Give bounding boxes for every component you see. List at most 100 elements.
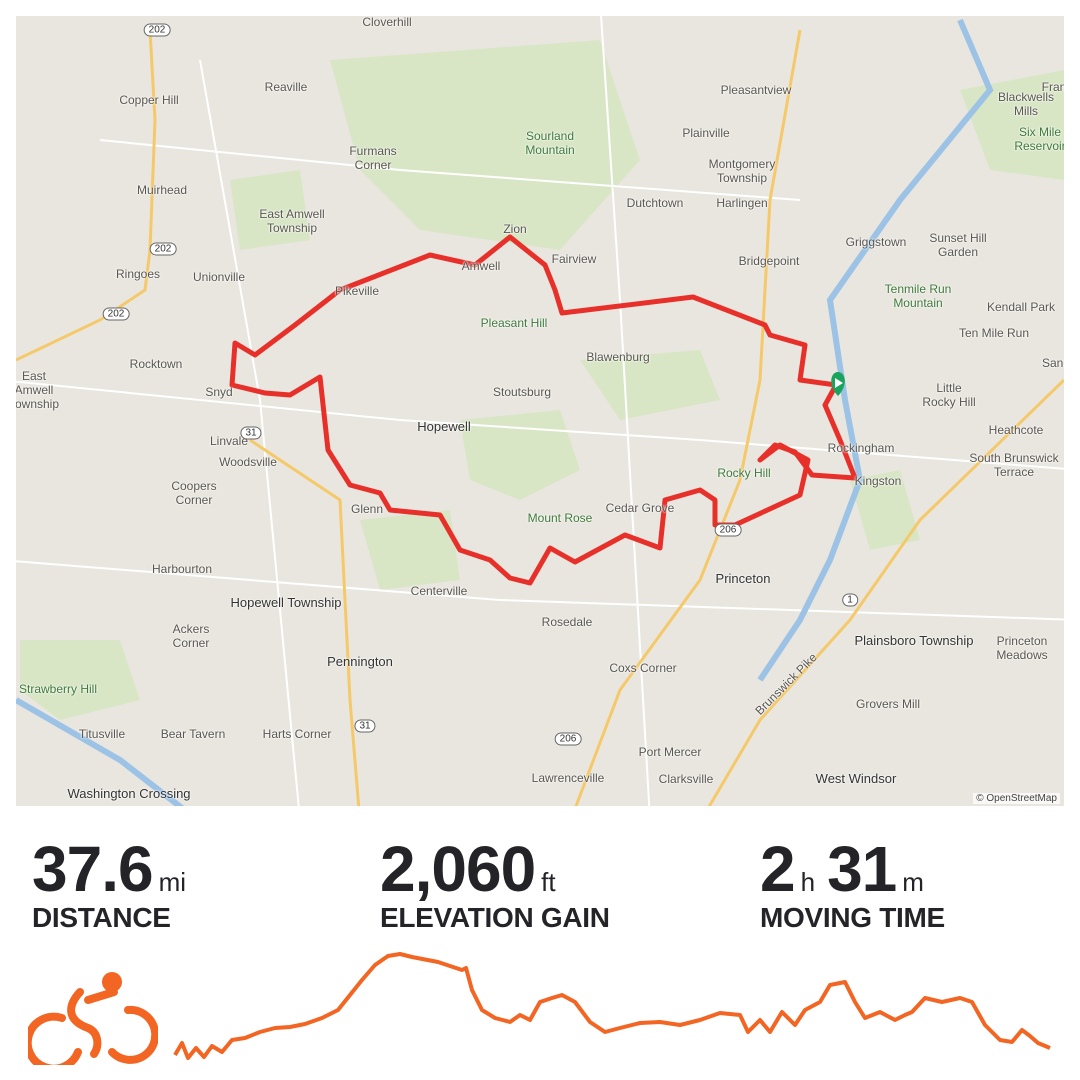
map-label: Tenmile Run Mountain: [884, 282, 952, 310]
map-label: Fairview: [551, 252, 597, 266]
route-shield: 206: [714, 523, 742, 537]
stat-moving-time: 2 h 31 m MOVING TIME: [760, 832, 945, 934]
map-roads: [16, 16, 1064, 806]
route-map[interactable]: Cloverhill Reaville Copper Hill Pleasant…: [16, 16, 1064, 806]
map-label: Heathcote: [988, 423, 1044, 437]
route-shield: 31: [240, 426, 262, 440]
map-highways: [16, 29, 1064, 806]
map-label: Rocktown: [129, 357, 183, 371]
map-label: Sand: [1041, 356, 1064, 370]
map-label: Fran: [1041, 80, 1064, 94]
route-shield: 31: [354, 719, 376, 733]
map-label: Bear Tavern: [160, 727, 226, 741]
start-marker-icon[interactable]: [831, 372, 845, 396]
map-label: Harbourton: [151, 562, 213, 576]
map-label: Harts Corner: [262, 727, 332, 741]
map-label: Blackwells Mills: [997, 90, 1054, 118]
map-label: Pennington: [327, 654, 393, 669]
elevation-profile: [173, 952, 1051, 1060]
map-label: Little Rocky Hill: [922, 381, 976, 409]
stat-distance: 37.6 mi DISTANCE: [32, 832, 198, 934]
distance-value: 37.6: [32, 833, 154, 905]
map-label: Dutchtown: [626, 196, 684, 210]
map-label: Ackers Corner: [172, 622, 210, 650]
map-label: East Amwell Township: [16, 369, 60, 411]
map-attribution[interactable]: © OpenStreetMap: [973, 793, 1060, 804]
distance-label: DISTANCE: [32, 902, 171, 933]
route-shield: 206: [554, 732, 582, 746]
route-shield: 1: [842, 593, 858, 607]
map-label: Ten Mile Run: [958, 326, 1030, 340]
map-label: Furmans Corner: [349, 144, 397, 172]
map-label: Kendall Park: [986, 300, 1056, 314]
route-shield: 202: [102, 307, 130, 321]
map-label: Plainsboro Township: [854, 633, 974, 648]
map-label: Centerville: [410, 584, 468, 598]
map-label: Grovers Mill: [855, 697, 921, 711]
hours-unit: h: [800, 867, 816, 897]
route-shield: 202: [149, 242, 177, 256]
map-label: Titusville: [78, 727, 126, 741]
map-label: Clarksville: [658, 772, 714, 786]
map-label: Ringoes: [115, 267, 161, 281]
map-label: Linvale: [209, 434, 249, 448]
map-label: Mount Rose: [527, 511, 593, 525]
map-label: Reaville: [264, 80, 308, 94]
map-label: Stoutsburg: [492, 385, 552, 399]
map-label: Snyd: [205, 385, 233, 399]
map-label: Coxs Corner: [609, 661, 677, 675]
map-label: Pleasantview: [720, 83, 792, 97]
route-shield: 202: [143, 23, 171, 37]
map-label: Six Mile Reservoir: [1014, 125, 1064, 153]
map-label: South Brunswick Terrace: [969, 451, 1059, 479]
map-label: Rocky Hill: [717, 466, 771, 480]
map-label: Zion: [503, 222, 527, 236]
map-label: Strawberry Hill: [18, 682, 98, 696]
map-label: Amwell: [461, 259, 501, 273]
map-label: Harlingen: [716, 196, 768, 210]
map-label: East Amwell Township: [259, 207, 325, 235]
map-label: Pikeville: [334, 284, 380, 298]
map-label: Muirhead: [136, 183, 188, 197]
map-label: Pleasant Hill: [480, 316, 548, 330]
hours-value: 2: [760, 833, 796, 905]
map-label: Princeton Meadows: [996, 634, 1048, 662]
map-label: Montgomery Township: [708, 157, 776, 185]
minutes-value: 31: [827, 833, 897, 905]
map-label: Rockingham: [827, 441, 895, 455]
map-label: Glenn: [350, 502, 384, 516]
map-label: Cedar Grove: [605, 501, 675, 515]
stat-elevation: 2,060 ft ELEVATION GAIN: [380, 832, 610, 934]
map-label: Hopewell Township: [230, 595, 342, 610]
map-label: Sunset Hill Garden: [929, 231, 987, 259]
map-label: Sourland Mountain: [525, 129, 575, 157]
moving-time-label: MOVING TIME: [760, 902, 945, 933]
map-label: Woodsville: [219, 455, 277, 469]
map-rivers: [16, 18, 994, 806]
map-label: Coopers Corner: [171, 479, 217, 507]
elevation-line: [173, 952, 1051, 1060]
map-label: Bridgepoint: [738, 254, 800, 268]
map-label: Copper Hill: [119, 93, 179, 107]
map-label: Plainville: [682, 126, 730, 140]
map-label: Griggstown: [845, 235, 907, 249]
cycling-icon: [28, 972, 158, 1065]
map-label: Unionville: [192, 270, 246, 284]
map-label: Blawenburg: [586, 350, 650, 364]
map-label: Washington Crossing: [67, 786, 191, 801]
map-label: Lawrenceville: [531, 771, 605, 785]
map-label: Rosedale: [541, 615, 593, 629]
map-label: Port Mercer: [638, 745, 702, 759]
route-line: [229, 234, 858, 586]
minutes-unit: m: [902, 867, 924, 897]
elevation-label: ELEVATION GAIN: [380, 902, 610, 933]
map-label: Princeton: [715, 571, 771, 586]
map-label: West Windsor: [815, 771, 897, 786]
map-label: Kingston: [854, 474, 902, 488]
map-label: Hopewell: [417, 419, 471, 434]
distance-unit: mi: [158, 867, 186, 897]
elevation-unit: ft: [541, 867, 556, 897]
map-label: Cloverhill: [362, 16, 412, 29]
elevation-value: 2,060: [380, 833, 536, 905]
map-graphics: [16, 16, 1064, 806]
